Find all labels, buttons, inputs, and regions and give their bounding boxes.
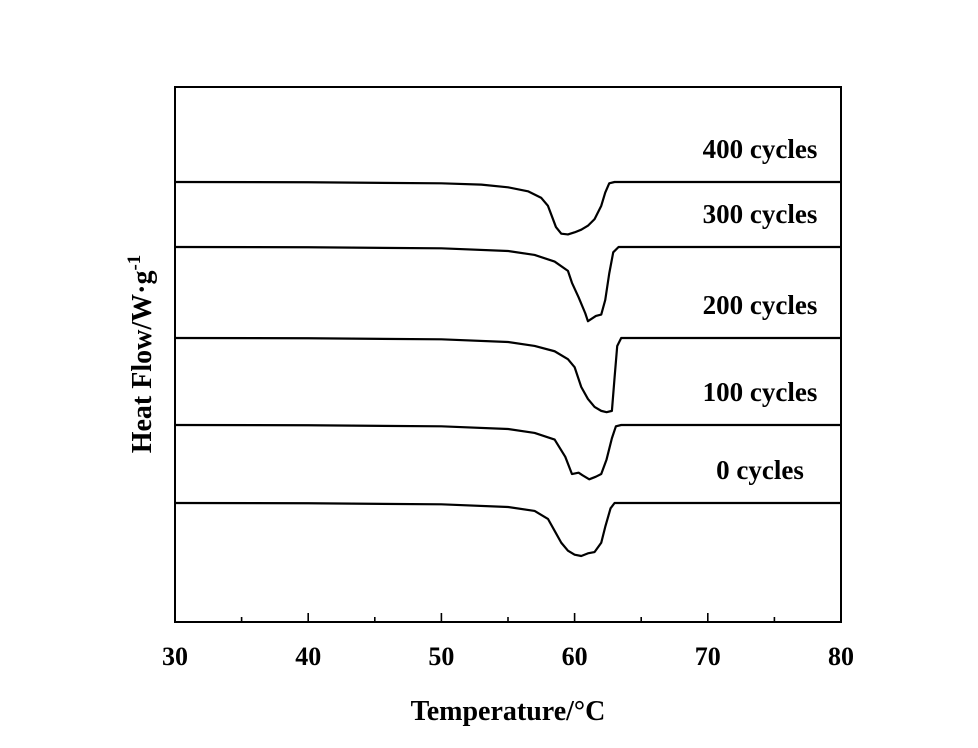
- y-axis-title-main: Heat Flow/W·g: [127, 271, 158, 454]
- x-tick-label-30: 30: [162, 642, 188, 671]
- series-label-100-cycles: 100 cycles: [703, 377, 818, 407]
- x-tick-label-80: 80: [828, 642, 854, 671]
- series-line-200-cycles: [174, 336, 841, 414]
- y-axis-title-group: Heat Flow/W·g-1: [124, 255, 158, 454]
- plot-frame: [174, 86, 842, 623]
- x-tick-label-50: 50: [428, 642, 454, 671]
- series-line-400-cycles: [174, 180, 841, 236]
- series-label-0-cycles: 0 cycles: [716, 455, 804, 485]
- series-label-300-cycles: 300 cycles: [703, 199, 818, 229]
- x-tick-label-60: 60: [562, 642, 588, 671]
- x-axis: 30 40 50 60 70 80: [162, 613, 854, 671]
- series-label-400-cycles: 400 cycles: [703, 134, 818, 164]
- series-line-100-cycles: [174, 423, 841, 481]
- x-axis-title: Temperature/°C: [411, 696, 606, 727]
- y-axis-title-superscript: -1: [124, 255, 145, 271]
- series-line-300-cycles: [174, 245, 841, 323]
- x-tick-label-40: 40: [295, 642, 321, 671]
- series-line-0-cycles: [174, 501, 841, 558]
- y-axis-title: Heat Flow/W·g-1: [124, 255, 158, 454]
- series-label-group: 400 cycles 300 cycles 200 cycles 100 cycles…: [703, 134, 818, 485]
- x-tick-label-70: 70: [695, 642, 721, 671]
- series-label-200-cycles: 200 cycles: [703, 290, 818, 320]
- series-group: [174, 180, 841, 558]
